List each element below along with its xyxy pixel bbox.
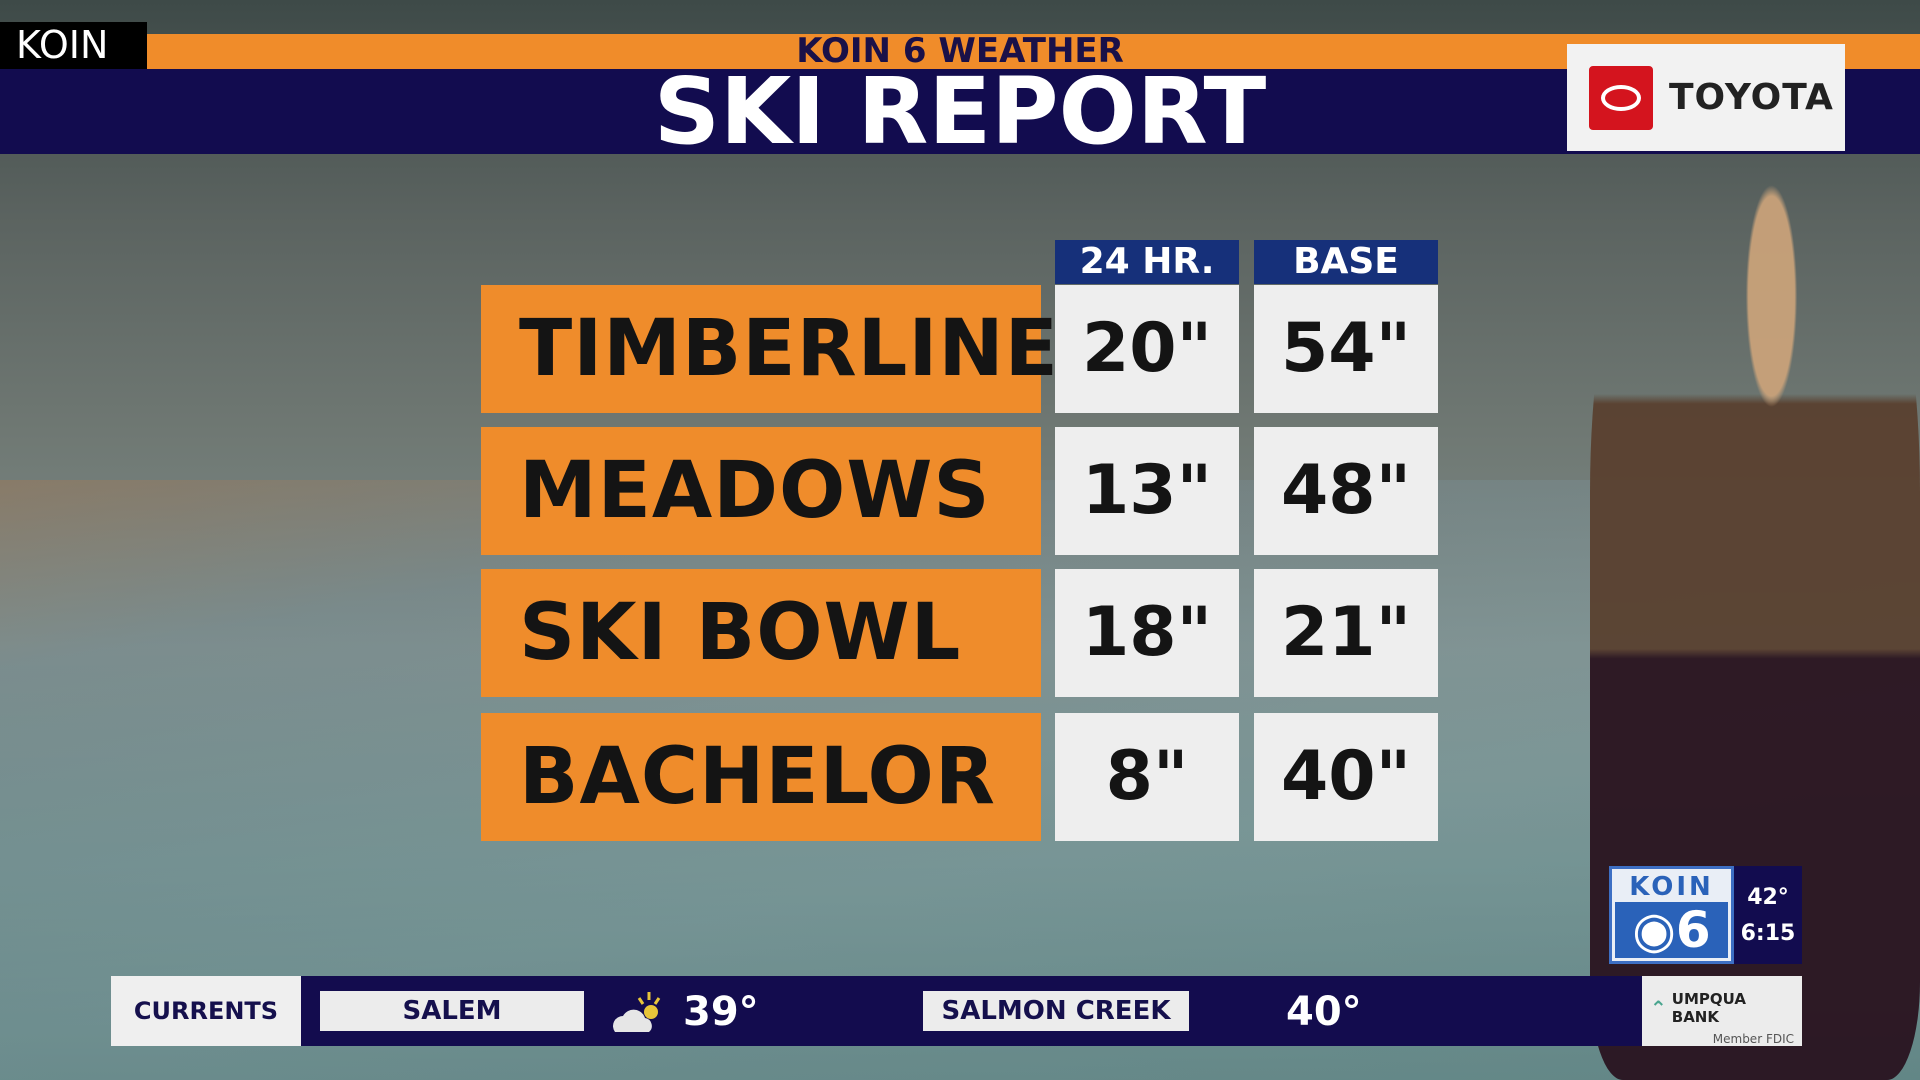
partly-cloudy-icon [613,992,661,1032]
snow-base: 48" [1254,427,1438,555]
column-header-24hr: 24 HR. [1055,240,1239,284]
resort-name: MEADOWS [481,427,1041,555]
city-label: SALEM [320,991,584,1031]
current-temp: 42° [1747,885,1789,910]
bank-subtitle: Member FDIC [1712,1032,1794,1046]
city-temp: 39° [683,989,759,1035]
cbs-eye-icon: ◉6 [1615,902,1728,958]
snow-base: 21" [1254,569,1438,697]
temp-time-bug: 42° 6:15 [1734,866,1802,964]
snow-24hr: 13" [1055,427,1239,555]
currents-label: CURRENTS [111,976,301,1046]
city-label: SALMON CREEK [923,991,1189,1031]
resort-name: BACHELOR [481,713,1041,841]
bank-name: UMPQUA BANK [1671,990,1746,1026]
koin-cbs-logo: KOIN ◉6 [1609,866,1734,964]
logo-text: KOIN [1629,872,1714,902]
station-tag: KOIN [0,22,147,69]
city-temp: 40° [1286,989,1362,1035]
current-time: 6:15 [1740,921,1796,946]
toyota-icon [1589,65,1653,130]
sponsor-name: TOYOTA [1669,77,1834,118]
snow-24hr: 8" [1055,713,1239,841]
column-header-base: BASE [1254,240,1438,284]
page-title: SKI REPORT [653,58,1267,165]
segment-label: KOIN 6 WEATHER [796,31,1124,71]
snow-base: 54" [1254,285,1438,413]
resort-name: SKI BOWL [481,569,1041,697]
bank-sponsor: ⌃ UMPQUA BANK Member FDIC [1642,976,1802,1046]
snow-24hr: 20" [1055,285,1239,413]
snow-base: 40" [1254,713,1438,841]
umpqua-chevron-icon: ⌃ [1650,996,1667,1020]
resort-name: TIMBERLINE [481,285,1058,413]
sponsor-logo: TOYOTA [1567,44,1845,151]
snow-24hr: 18" [1055,569,1239,697]
